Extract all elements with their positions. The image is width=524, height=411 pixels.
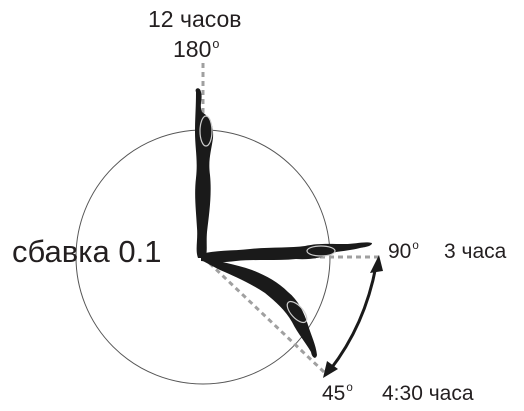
degree-mark: o [212,36,220,51]
silhouette-horizontal [201,242,372,263]
arrowhead-bottom [323,361,338,378]
dashed-line-diagonal [201,255,326,374]
label-main-title: сбавка 0.1 [12,234,162,269]
degree-mark: o [346,382,353,395]
angle-arrow [323,255,383,378]
label-3-hours: 3 часа [444,240,507,263]
silhouette-diagonal [201,256,317,358]
label-90-degrees: 90o [388,240,419,263]
label-45-degrees: 45o [322,382,353,405]
label-180-degrees: 180o [173,36,220,62]
silhouette-vertical [195,88,214,258]
arrowhead-top [370,255,383,273]
degree-mark: o [412,240,419,253]
label-12-hours: 12 часов [148,6,242,32]
label-430-hours: 4:30 часа [382,382,474,405]
